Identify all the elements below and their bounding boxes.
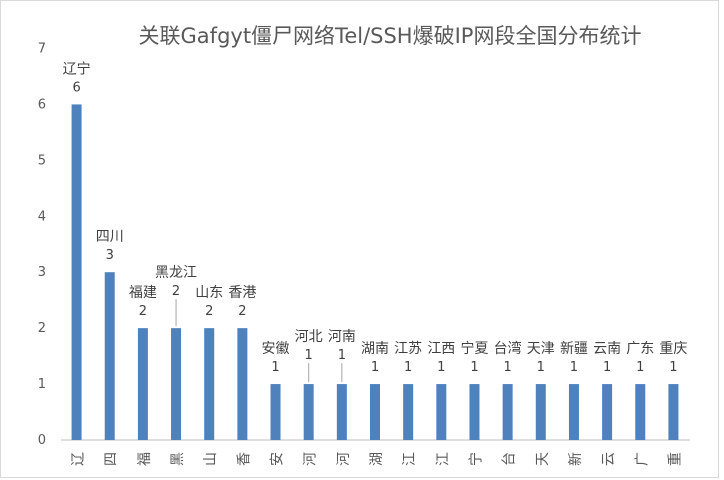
bar [137,328,148,440]
y-tick-label: 5 [38,153,46,168]
x-tick-label: 湖 [369,452,385,466]
data-label-name: 台湾 [494,340,522,357]
x-tick-label: 天 [535,452,551,466]
bar [436,384,447,440]
bar [602,384,613,440]
data-label-name: 安徽 [262,341,290,357]
data-label-name: 香港 [228,285,256,301]
bar [237,328,248,440]
data-label-name: 天津 [527,341,555,357]
data-label-name: 黑龙江 [155,265,197,281]
x-tick-label: 宁 [467,452,484,466]
data-label-value: 1 [669,360,677,375]
y-tick-label: 1 [38,377,46,392]
data-label-name: 辽宁 [63,60,91,77]
data-label-value: 1 [338,348,346,363]
bar [469,384,480,440]
x-tick-label: 河 [303,452,319,466]
data-label-value: 1 [603,360,611,375]
x-tick-label: 广 [634,452,650,466]
bar [370,384,380,440]
x-tick-label: 河 [336,452,352,466]
data-label-value: 2 [205,304,213,319]
bar [104,272,115,440]
x-tick-label: 重 [667,452,683,466]
x-tick-label: 台 [502,452,518,466]
y-tick-label: 6 [38,97,46,112]
y-tick-label: 0 [38,433,46,448]
value-labels: 辽宁 6 四川 3 福建 2 黑龙江 2 山东 2 香港 2 安徽 1 河北 1 河南 1 湖南 1 江苏 1 江西 1 宁夏 1… [63,60,687,383]
bar [303,384,314,440]
y-axis-tick-labels: 0 1 2 3 4 5 6 7 [38,42,46,449]
x-tick-label: 福 [137,452,153,466]
data-label-value: 2 [238,304,246,319]
data-label-name: 河南 [328,329,356,345]
data-label-value: 2 [139,304,147,319]
data-label-value: 3 [106,248,114,263]
x-tick-label: 山 [203,452,219,466]
data-label-name: 重庆 [659,341,687,357]
data-label-name: 新疆 [560,341,588,357]
data-label-value: 2 [172,284,180,299]
bar [204,328,215,440]
y-tick-label: 2 [38,321,46,336]
x-tick-label: 香 [236,452,252,466]
x-tick-label: 黑 [170,452,186,466]
bar [535,384,546,440]
bars [71,104,679,440]
data-label-value: 1 [305,348,313,363]
data-label-name: 山东 [195,285,223,301]
x-tick-label: 江 [435,452,451,466]
data-label-name: 云南 [593,341,621,357]
bar [336,384,347,440]
y-tick-label: 7 [38,42,46,57]
bar [270,384,281,440]
bar [403,384,414,440]
bar [635,384,646,440]
x-tick-label: 新 [568,452,584,466]
data-label-name: 江西 [427,341,455,357]
data-label-value: 1 [371,360,379,375]
data-label-name: 广东 [626,341,654,357]
bar [568,384,579,440]
x-axis-category-labels: 辽四福黑山香安河河湖江江宁台天新云广重 [71,452,684,466]
y-tick-label: 3 [38,265,46,280]
data-label-value: 1 [437,360,445,375]
data-label-name: 江苏 [394,341,422,357]
x-tick-label: 四 [104,452,120,466]
data-label-name: 湖南 [361,341,389,357]
x-tick-label: 云 [601,452,617,466]
data-label-name: 河北 [295,329,323,345]
data-label-value: 1 [503,360,511,375]
data-label-name: 福建 [129,285,157,301]
data-label-value: 1 [404,360,412,375]
bar [502,384,513,440]
x-tick-label: 安 [270,452,286,466]
data-label-value: 1 [570,360,578,375]
bar [71,104,82,440]
y-tick-label: 4 [38,209,46,224]
data-label-value: 1 [537,360,545,375]
x-tick-label: 江 [402,452,418,466]
data-label-value: 1 [636,360,644,375]
chart-title: 关联Gafgyt僵尸网络Tel/SSH爆破IP网段全国分布统计 [139,24,642,48]
bar [668,384,679,440]
x-tick-label: 辽 [71,452,87,466]
data-label-value: 6 [72,80,80,95]
data-label-value: 1 [271,360,279,375]
data-label-name: 四川 [96,229,124,245]
data-label-value: 1 [470,360,478,375]
bar [171,328,182,440]
data-label-name: 宁夏 [460,340,488,357]
